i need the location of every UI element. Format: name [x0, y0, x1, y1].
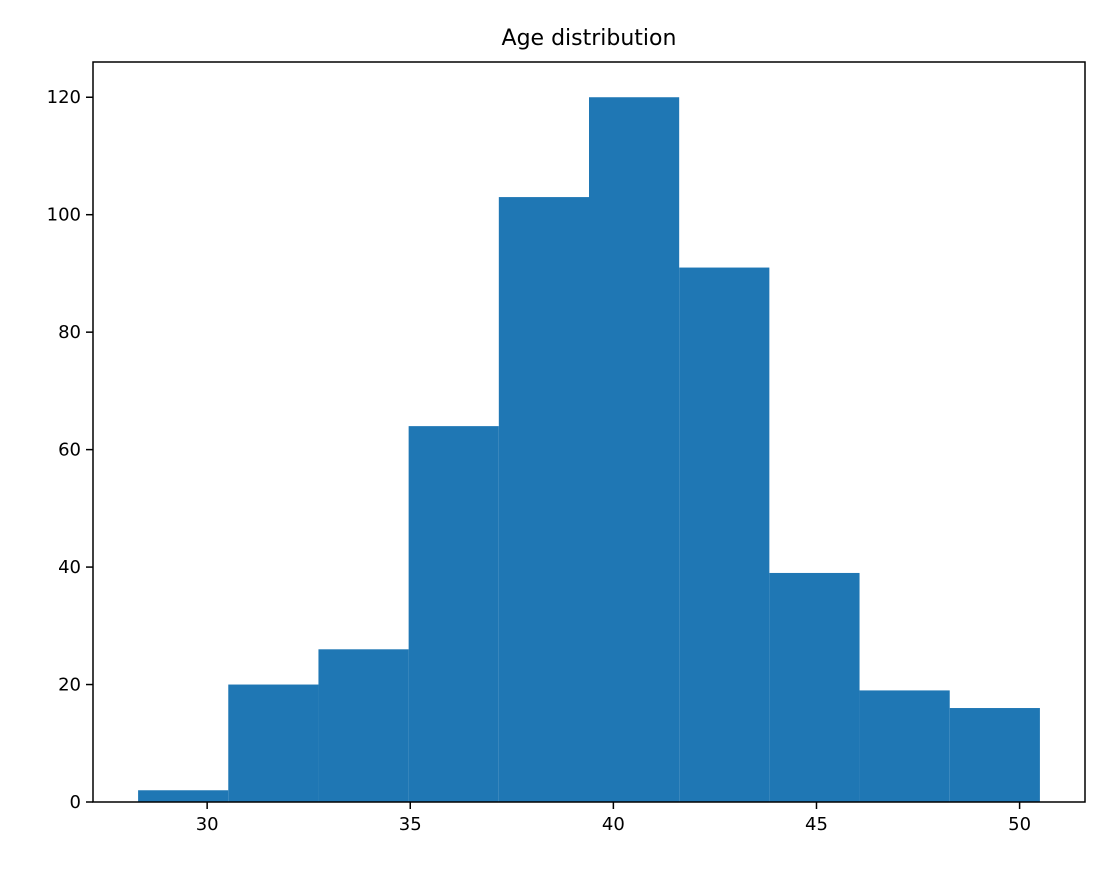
histogram-bar: [318, 649, 409, 802]
chart-title: Age distribution: [502, 26, 677, 51]
histogram-bar: [498, 197, 589, 803]
plot-frame: [92, 61, 1086, 803]
bars: [138, 97, 1040, 803]
histogram-bar: [138, 790, 229, 802]
x-axis-ticks: 30 35 40 45 50: [196, 802, 1031, 835]
x-tick-label: 45: [805, 814, 828, 835]
y-axis-ticks: 0 20 40 60 80 100 120: [47, 87, 93, 813]
x-tick-label: 40: [602, 814, 625, 835]
x-tick-label: 30: [196, 814, 219, 835]
y-tick-label: 0: [70, 792, 81, 813]
histogram-bar: [679, 267, 770, 802]
histogram-bar: [408, 426, 499, 802]
x-tick-label: 35: [399, 814, 422, 835]
histogram-bar: [228, 684, 319, 802]
histogram-bar: [589, 97, 680, 802]
y-tick-label: 120: [47, 87, 81, 108]
y-tick-label: 60: [58, 440, 81, 461]
y-tick-label: 20: [58, 675, 81, 696]
y-tick-label: 80: [58, 322, 81, 343]
histogram-bar: [769, 572, 860, 802]
histogram-bar: [859, 690, 950, 802]
x-tick-label: 50: [1008, 814, 1031, 835]
y-tick-label: 100: [47, 205, 81, 226]
y-tick-label: 40: [58, 557, 81, 578]
histogram-bar: [949, 708, 1040, 802]
